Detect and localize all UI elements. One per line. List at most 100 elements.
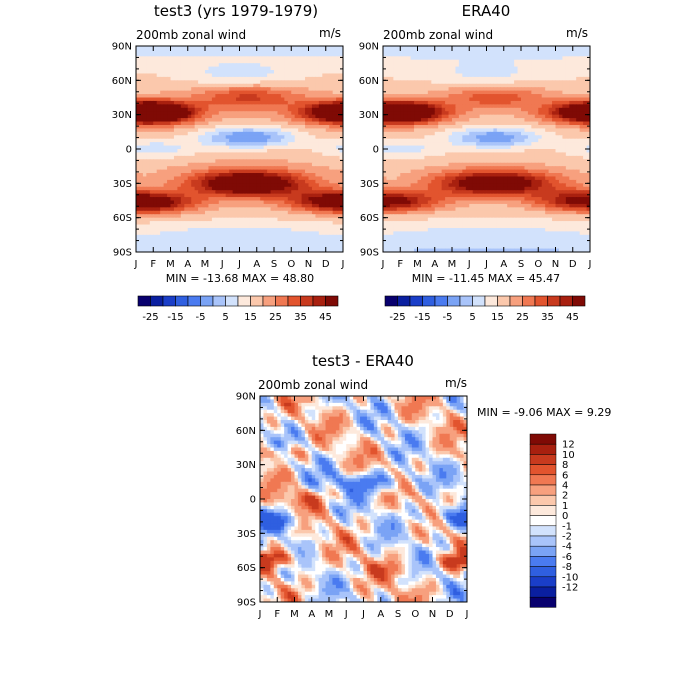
contour-cell [308,76,313,81]
contour-cell [298,183,303,188]
contour-cell [325,234,330,239]
x-tick-label: A [184,259,191,270]
contour-cell [294,49,299,54]
contour-cell [153,231,158,236]
contour-cell [180,111,185,116]
contour-cell [569,76,574,81]
contour-cell [260,200,265,205]
contour-cell [325,142,330,147]
contour-cell [483,111,488,116]
contour-cell [572,104,577,109]
contour-cell [160,76,165,81]
contour-cell [246,46,251,51]
contour-cell [562,66,567,71]
contour-cell [177,111,182,116]
contour-cell [232,152,237,157]
contour-cell [565,107,570,112]
contour-cell [205,221,210,226]
contour-cell [191,142,196,147]
contour-cell [291,114,296,119]
contour-cell [311,227,316,232]
contour-cell [434,56,439,61]
contour-cell [156,73,161,78]
contour-cell [308,217,313,222]
contour-cell [325,207,330,212]
contour-cell [194,179,199,184]
contour-cell [208,100,213,105]
contour-cell [424,111,429,116]
contour-cell [448,73,453,78]
contour-cell [260,66,265,71]
contour-cell [565,63,570,68]
contour-cell [441,73,446,78]
contour-cell [431,59,436,64]
contour-cell [458,76,463,81]
contour-cell [242,135,247,140]
contour-cell [215,131,220,136]
contour-cell [184,155,189,160]
contour-cell [177,118,182,123]
contour-cell [242,70,247,75]
contour-cell [167,227,172,232]
contour-cell [434,46,439,51]
contour-cell [336,217,341,222]
contour-cell [146,90,151,95]
contour-cell [503,87,508,92]
contour-cell [336,90,341,95]
contour-cell [218,94,223,99]
contour-cell [339,210,343,215]
contour-cell [156,248,161,252]
contour-cell [236,63,241,68]
contour-cell [332,70,337,75]
contour-cell [246,241,251,246]
contour-cell [201,179,206,184]
contour-cell [256,238,261,243]
contour-cell [249,173,254,178]
contour-cell [249,190,254,195]
contour-cell [465,80,470,85]
contour-cell [267,207,272,212]
contour-cell [507,111,512,116]
contour-cell [280,183,285,188]
contour-cell [489,49,494,54]
contour-cell [173,70,178,75]
contour-cell [291,234,296,239]
contour-cell [184,207,189,212]
contour-cell [287,49,292,54]
contour-cell [510,90,515,95]
contour-cell [445,70,450,75]
contour-cell [301,183,306,188]
contour-cell [305,166,310,171]
contour-cell [332,210,337,215]
contour-cell [249,80,254,85]
contour-cell [236,190,241,195]
contour-cell [177,90,182,95]
contour-cell [393,80,398,85]
contour-cell [160,190,165,195]
contour-cell [146,107,151,112]
contour-cell [389,73,394,78]
contour-cell [555,70,560,75]
contour-cell [201,241,206,246]
contour-cell [524,56,529,61]
contour-cell [427,76,432,81]
contour-cell [163,114,168,119]
contour-cell [579,80,584,85]
contour-cell [287,159,292,164]
contour-cell [253,145,258,150]
contour-cell [167,245,172,250]
contour-cell [201,56,206,61]
contour-cell [205,173,210,178]
contour-cell [201,104,206,109]
contour-cell [211,207,216,212]
contour-cell [462,76,467,81]
contour-cell [153,142,158,147]
contour-cell [167,46,172,51]
contour-cell [163,166,168,171]
contour-cell [184,76,189,81]
contour-cell [438,52,443,57]
contour-cell [311,179,316,184]
contour-cell [407,63,412,68]
contour-cell [270,131,275,136]
contour-cell [225,83,230,88]
